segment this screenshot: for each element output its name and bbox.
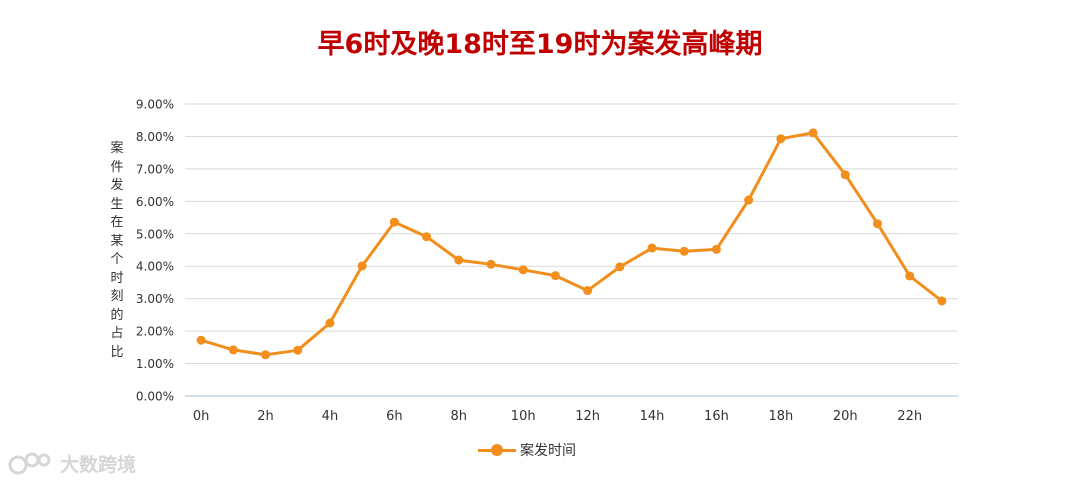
y-tick-label: 5.00% (136, 227, 174, 241)
y-tick-label: 6.00% (136, 195, 174, 209)
data-point (583, 286, 593, 296)
data-point (711, 244, 721, 254)
data-point (486, 259, 496, 269)
data-point (776, 134, 786, 144)
data-point (679, 246, 689, 256)
watermark-logo-icon (8, 452, 51, 474)
data-point (357, 261, 367, 271)
data-point (615, 262, 625, 272)
data-point (518, 265, 528, 275)
x-tick-label: 20h (833, 409, 858, 424)
x-tick-label: 22h (897, 409, 922, 424)
x-tick-label: 0h (193, 409, 210, 424)
watermark: 大数跨境 (8, 450, 136, 477)
legend-swatch (478, 443, 516, 457)
series-layer (196, 128, 947, 360)
axis-layer: 0.00% 1.00% 2.00% 3.00% 4.00% 5.00% 6.00% 7.00%… (136, 98, 922, 425)
x-tick-label: 10h (511, 409, 536, 424)
data-point (228, 345, 238, 355)
data-point (808, 128, 818, 138)
y-tick-label: 4.00% (136, 260, 174, 274)
data-point (196, 335, 206, 345)
grid-layer (185, 103, 958, 397)
y-tick-label: 0.00% (136, 390, 174, 404)
data-point (422, 232, 432, 242)
data-point (937, 296, 947, 306)
y-tick-label: 9.00% (136, 98, 174, 112)
x-tick-label: 16h (704, 409, 729, 424)
y-tick-label: 7.00% (136, 162, 174, 176)
data-point (647, 243, 657, 253)
data-point (293, 345, 303, 355)
legend: 案发时间 (478, 440, 576, 460)
data-point (261, 350, 271, 360)
x-tick-label: 4h (322, 409, 339, 424)
x-tick-label: 18h (768, 409, 793, 424)
data-point (744, 195, 754, 205)
data-point (872, 219, 882, 229)
y-tick-label: 8.00% (136, 130, 174, 144)
chart-title: 早6时及晚18时至19时为案发高峰期 (317, 29, 763, 60)
x-tick-label: 8h (451, 409, 468, 424)
series-line (200, 131, 943, 357)
x-tick-label: 6h (386, 409, 403, 424)
y-axis-label: 案件发生在某个时刻的占比 (110, 141, 124, 360)
y-tick-label: 2.00% (136, 325, 174, 339)
data-point (454, 255, 464, 265)
legend-label: 案发时间 (520, 443, 576, 459)
y-tick-label: 3.00% (136, 292, 174, 306)
x-tick-label: 12h (575, 409, 600, 424)
data-point (325, 318, 335, 328)
data-point (550, 271, 560, 281)
x-tick-label: 2h (257, 409, 274, 424)
data-point (840, 170, 850, 180)
data-point (905, 271, 915, 281)
x-tick-label: 14h (640, 409, 665, 424)
data-point (389, 217, 399, 227)
watermark-text: 大数跨境 (60, 454, 137, 476)
y-tick-label: 1.00% (136, 357, 174, 371)
